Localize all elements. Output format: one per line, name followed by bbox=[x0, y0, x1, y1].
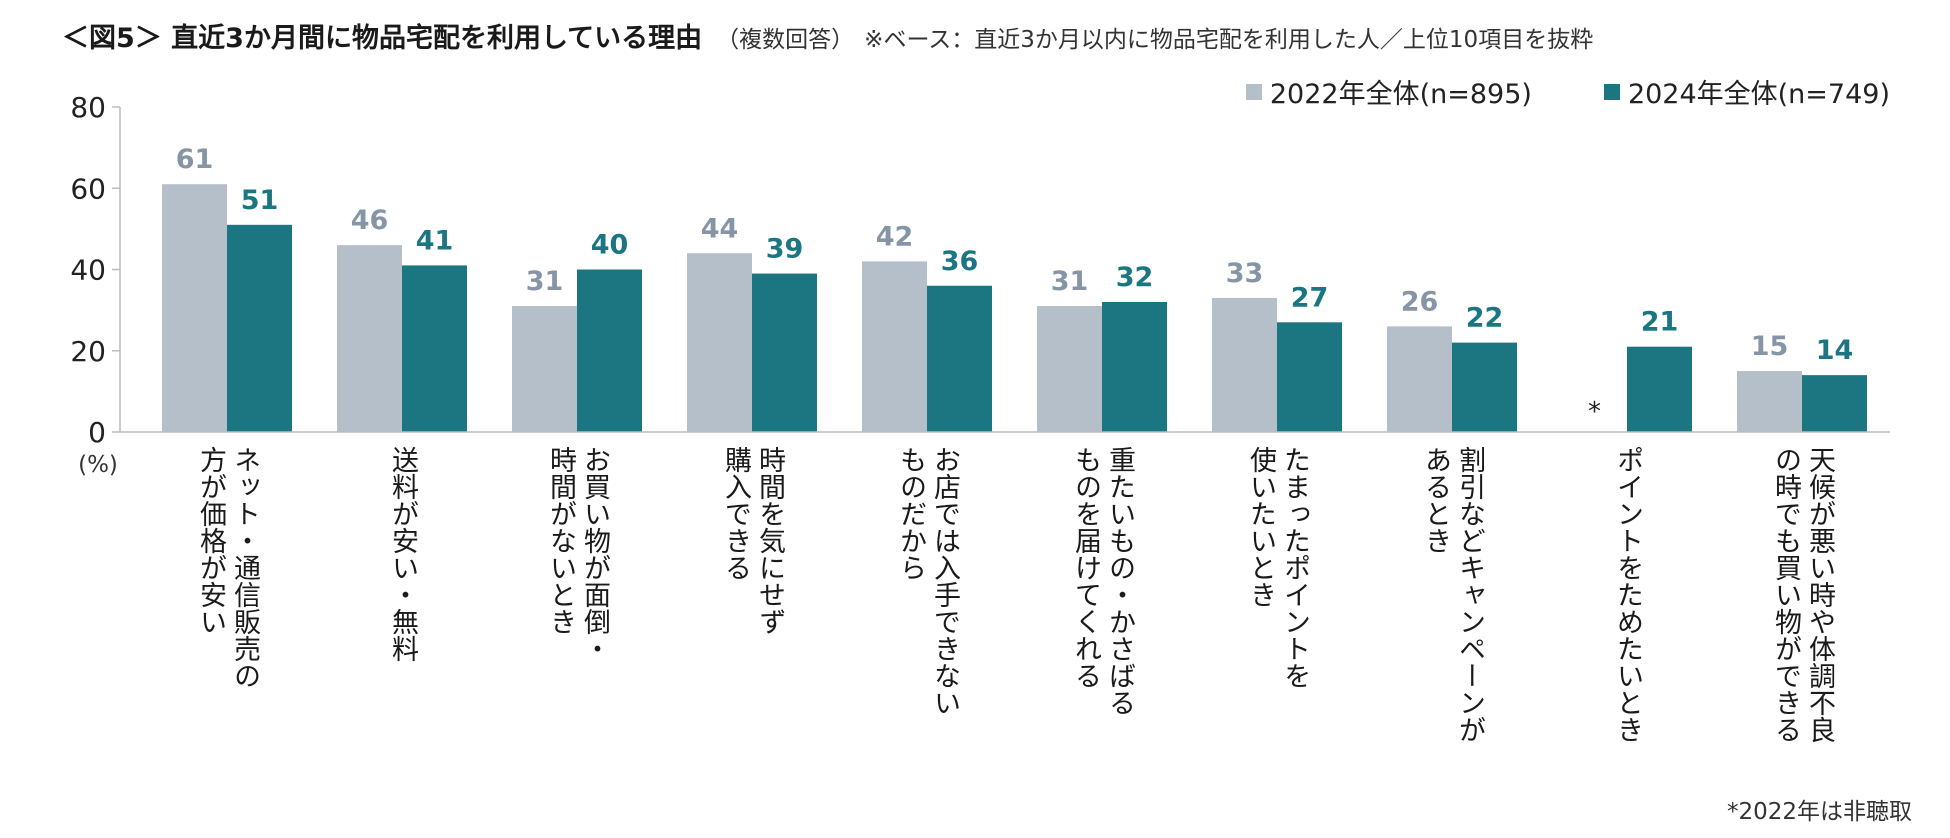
legend-item-2024: 2024年全体(n=749) bbox=[1603, 72, 1890, 111]
bar-2022 bbox=[1737, 371, 1802, 432]
title-main: ＜図5＞ 直近3か月間に物品宅配を利用している理由 bbox=[62, 23, 703, 54]
legend-item-2022: 2022年全体(n=895) bbox=[1245, 72, 1532, 111]
y-axis-unit-label: (%) bbox=[78, 452, 118, 478]
bar-value-label: 26 bbox=[1401, 286, 1439, 317]
title-base-note: ※ベース：直近3か月以内に物品宅配を利用した人／上位10項目を抜粋 bbox=[864, 27, 1594, 53]
y-tick-label: 80 bbox=[70, 91, 106, 124]
bar-2024 bbox=[227, 224, 292, 432]
x-tick-label: 送料が安い・無料 bbox=[387, 446, 418, 662]
bar-value-label: 44 bbox=[701, 213, 739, 244]
x-tick-label: たまったポイントを 使いたいとき bbox=[1245, 446, 1310, 689]
y-tick-label: 60 bbox=[70, 172, 106, 205]
title-sub: （複数回答） bbox=[716, 27, 855, 53]
footnote: *2022年は非聴取 bbox=[1726, 799, 1912, 825]
legend-swatch-2022 bbox=[1245, 83, 1262, 100]
x-tick-label: お買い物が面倒・ 時間がないとき bbox=[545, 446, 610, 662]
bar-annotation: * bbox=[1588, 397, 1601, 427]
legend: 2022年全体(n=895) 2024年全体(n=749) bbox=[1245, 72, 1890, 111]
bar-value-label: 36 bbox=[941, 246, 979, 277]
x-tick-label: 天候が悪い時や体調不良 の時でも買い物ができる bbox=[1770, 446, 1835, 743]
bar-value-label: 27 bbox=[1291, 282, 1329, 313]
bar-value-label: 46 bbox=[351, 205, 389, 236]
bar-value-label: 33 bbox=[1226, 258, 1264, 289]
bar-2022 bbox=[1387, 326, 1452, 432]
bar-value-label: 31 bbox=[526, 266, 564, 297]
bar-2024 bbox=[927, 285, 992, 432]
bar-value-label: 61 bbox=[176, 144, 214, 175]
bar-value-label: 14 bbox=[1816, 335, 1854, 366]
legend-swatch-2024 bbox=[1603, 83, 1620, 100]
bar-2024 bbox=[1627, 346, 1692, 432]
x-tick-label: ポイントをためたいとき bbox=[1612, 446, 1643, 743]
bar-value-label: 21 bbox=[1641, 307, 1679, 338]
x-tick-label: お店では入手できない ものだから bbox=[895, 446, 960, 716]
bar-value-label: 39 bbox=[766, 234, 804, 265]
y-tick-label: 40 bbox=[70, 254, 106, 287]
y-tick-label: 20 bbox=[70, 335, 106, 368]
bar-value-label: 51 bbox=[241, 185, 279, 216]
bar-value-label: 42 bbox=[876, 221, 914, 252]
x-tick-label: 時間を気にせず 購入できる bbox=[720, 446, 785, 635]
x-tick-label: 重たいもの・かさばる ものを届けてくれる bbox=[1070, 446, 1135, 716]
bar-value-label: 31 bbox=[1051, 266, 1089, 297]
bar-value-label: 22 bbox=[1466, 303, 1504, 334]
bar-2022 bbox=[337, 245, 402, 432]
bar-2024 bbox=[1802, 375, 1867, 432]
x-tick-label: 割引などキャンペーンが あるとき bbox=[1420, 446, 1485, 743]
bar-value-label: 15 bbox=[1751, 331, 1789, 362]
bar-2024 bbox=[402, 265, 467, 432]
bar-value-label: 40 bbox=[591, 230, 629, 261]
bar-value-label: 41 bbox=[416, 225, 454, 256]
bar-2022 bbox=[1037, 306, 1102, 432]
legend-label-2024: 2024年全体(n=749) bbox=[1627, 79, 1890, 110]
bar-2022 bbox=[687, 253, 752, 432]
bar-2024 bbox=[1277, 322, 1342, 432]
bar-2024 bbox=[1452, 342, 1517, 432]
bar-2024 bbox=[1102, 302, 1167, 432]
y-tick-label: 0 bbox=[88, 416, 106, 449]
legend-label-2022: 2022年全体(n=895) bbox=[1269, 79, 1532, 110]
bar-2024 bbox=[752, 273, 817, 432]
bar-2022 bbox=[512, 306, 577, 432]
bar-2022 bbox=[1212, 297, 1277, 432]
chart-title: ＜図5＞ 直近3か月間に物品宅配を利用している理由 （複数回答） ※ベース：直近… bbox=[62, 16, 1942, 55]
x-tick-label: ネット・通信販売の 方が価格が安い bbox=[195, 446, 260, 689]
bar-2022 bbox=[862, 261, 927, 432]
bar-value-label: 32 bbox=[1116, 262, 1154, 293]
bar-2022 bbox=[162, 184, 227, 432]
bar-2024 bbox=[577, 269, 642, 432]
